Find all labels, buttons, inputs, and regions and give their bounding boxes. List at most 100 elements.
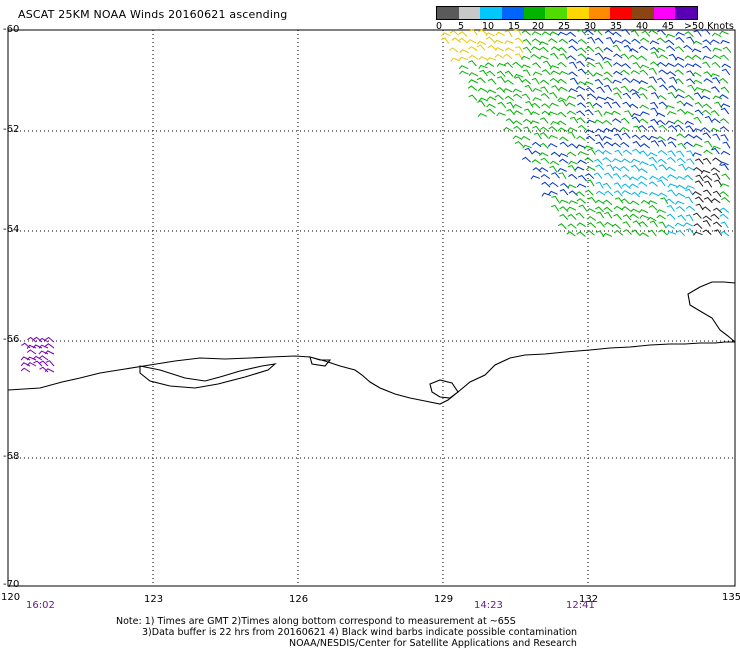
- wind-barb: [611, 142, 621, 148]
- wind-barb: [714, 101, 723, 109]
- wind-barb: [603, 141, 613, 147]
- wind-barb: [557, 223, 567, 230]
- legend-label: 25: [558, 21, 571, 32]
- wind-barb: [665, 62, 675, 67]
- wind-barb: [675, 94, 685, 99]
- wind-barb: [549, 31, 559, 36]
- wind-barb: [620, 198, 630, 205]
- wind-barb: [647, 229, 657, 237]
- wind-barb: [694, 109, 704, 116]
- wind-barb: [594, 134, 603, 142]
- wind-barb: [522, 69, 531, 77]
- wind-barb: [719, 213, 729, 220]
- lat-label: -68: [3, 451, 20, 462]
- wind-barb: [541, 192, 551, 197]
- wind-barb: [686, 158, 695, 165]
- wind-barb: [478, 29, 488, 35]
- wind-barb: [665, 105, 675, 110]
- wind-barb: [624, 110, 633, 118]
- wind-barb: [674, 222, 685, 227]
- wind-barb: [532, 71, 543, 76]
- wind-barb: [632, 148, 642, 155]
- wind-barb: [512, 88, 522, 93]
- wind-barb: [685, 228, 695, 235]
- wind-barb: [38, 344, 49, 349]
- wind-barb: [666, 71, 677, 77]
- wind-barb: [540, 157, 550, 164]
- wind-barb: [478, 97, 488, 102]
- wind-barb: [603, 47, 613, 53]
- wind-barb: [702, 215, 712, 221]
- wind-barb: [676, 100, 686, 107]
- wind-barb: [649, 175, 659, 181]
- wind-barb: [532, 167, 542, 173]
- wind-barb: [547, 143, 558, 148]
- wind-barb: [667, 189, 677, 196]
- wind-barb: [504, 70, 514, 77]
- wind-barb: [558, 38, 569, 44]
- wind-barb: [496, 70, 506, 78]
- wind-barb: [576, 60, 586, 67]
- pass-time-label: 12:41: [566, 600, 595, 611]
- wind-barb: [567, 223, 577, 229]
- wind-barb: [713, 207, 723, 214]
- wind-barb: [503, 53, 513, 60]
- wind-barb: [585, 87, 595, 93]
- wind-barb: [647, 152, 658, 157]
- wind-barb: [633, 125, 642, 133]
- wind-barb: [657, 29, 667, 36]
- wind-barb: [595, 149, 605, 155]
- wind-barb: [531, 159, 542, 165]
- wind-barb: [655, 112, 666, 117]
- wind-barb: [702, 39, 712, 46]
- wind-barb: [513, 125, 523, 132]
- wind-barb: [639, 37, 650, 43]
- wind-barb: [720, 39, 730, 44]
- wind-barb: [650, 107, 659, 115]
- wind-barb: [547, 38, 558, 43]
- wind-barb: [613, 182, 623, 189]
- wind-barb: [656, 61, 667, 67]
- wind-barb: [587, 222, 597, 229]
- lat-label: -60: [3, 24, 20, 35]
- wind-barb: [478, 64, 488, 69]
- wind-barb: [558, 199, 569, 204]
- legend-label: 20: [532, 21, 545, 32]
- wind-barb: [567, 165, 577, 172]
- wind-barb: [612, 87, 622, 94]
- wind-barb: [676, 157, 686, 164]
- wind-barb: [576, 135, 586, 141]
- pass-time-label: 14:23: [474, 600, 503, 611]
- wind-barb: [603, 111, 613, 116]
- wind-barb: [686, 150, 695, 158]
- wind-barb: [665, 198, 675, 205]
- wind-barb: [585, 166, 596, 171]
- legend-swatch: [480, 7, 503, 19]
- wind-barb: [576, 117, 586, 124]
- wind-barb: [570, 77, 579, 85]
- wind-barb: [665, 39, 675, 46]
- wind-barb: [576, 183, 587, 188]
- wind-barb: [26, 361, 37, 367]
- legend-swatch: [437, 7, 459, 19]
- wind-barb: [486, 96, 497, 101]
- wind-barb: [566, 95, 577, 100]
- wind-barb: [666, 205, 675, 212]
- wind-barb: [676, 133, 686, 139]
- wind-barb: [559, 206, 569, 213]
- wind-barb: [613, 205, 624, 211]
- wind-barb: [719, 126, 730, 132]
- wind-barb: [704, 140, 713, 148]
- wind-barb: [683, 222, 694, 227]
- wind-barb: [559, 213, 569, 220]
- wind-barb: [514, 37, 524, 44]
- wind-barb: [525, 100, 534, 108]
- lat-label: -66: [3, 334, 20, 345]
- wind-barb: [720, 134, 729, 142]
- wind-barb: [575, 212, 585, 219]
- wind-barb: [638, 55, 648, 61]
- wind-barb: [657, 192, 668, 197]
- wind-barb: [449, 47, 459, 53]
- pass-time-label: 16:02: [26, 600, 55, 611]
- wind-barb: [622, 229, 632, 235]
